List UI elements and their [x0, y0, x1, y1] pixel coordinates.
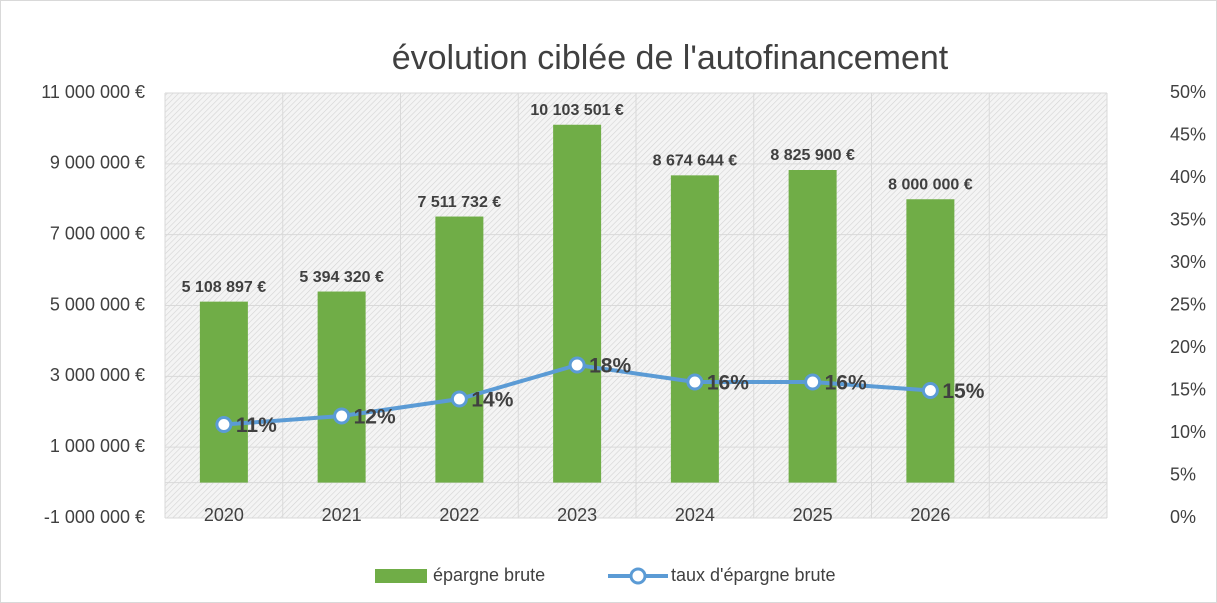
y-tick-label: 11 000 000 € [41, 82, 145, 102]
line-marker [568, 356, 586, 374]
line-value-label: 15% [942, 380, 984, 403]
bar-value-label: 5 394 320 € [299, 269, 384, 286]
line-value-label: 11% [236, 414, 277, 437]
line-marker [333, 407, 351, 425]
y-tick-label: 5 000 000 € [50, 294, 145, 314]
line-marker [921, 382, 939, 399]
x-tick-label: 2020 [204, 505, 244, 525]
line-marker [450, 390, 468, 408]
bar [435, 216, 484, 483]
y2-tick-label: 30% [1170, 252, 1206, 272]
y-tick-label: 3 000 000 € [50, 365, 145, 385]
y2-tick-label: 50% [1170, 82, 1206, 102]
x-tick-label: 2022 [439, 505, 479, 525]
bar-value-label: 5 108 897 € [182, 279, 267, 296]
y2-tick-label: 40% [1170, 167, 1206, 187]
bar [906, 199, 955, 483]
bar [199, 301, 248, 483]
y2-tick-label: 0% [1170, 507, 1196, 527]
line-value-label: 16% [707, 372, 749, 395]
chart-title: évolution ciblée de l'autofinancement [392, 39, 949, 77]
bar-value-label: 8 000 000 € [888, 176, 973, 193]
line-value-label: 12% [354, 406, 396, 429]
line-marker [215, 416, 233, 433]
bar [553, 124, 602, 483]
bar [670, 175, 719, 483]
legend-swatch [375, 569, 427, 583]
x-tick-label: 2021 [322, 505, 362, 525]
y2-tick-label: 5% [1170, 464, 1196, 484]
x-tick-label: 2026 [910, 505, 950, 525]
x-tick-label: 2024 [675, 505, 715, 525]
bar [317, 291, 366, 483]
y-tick-label: -1 000 000 € [44, 507, 145, 527]
y-tick-label: 7 000 000 € [50, 223, 145, 243]
y2-tick-label: 45% [1170, 124, 1206, 144]
y2-tick-label: 20% [1170, 337, 1206, 357]
line-marker [804, 373, 822, 391]
legend-label: épargne brute [433, 565, 545, 585]
x-tick-label: 2023 [557, 505, 597, 525]
legend-label: taux d'épargne brute [671, 565, 836, 585]
y-tick-label: 1 000 000 € [50, 436, 145, 456]
y2-tick-label: 35% [1170, 209, 1206, 229]
y2-tick-label: 10% [1170, 422, 1206, 442]
bar-value-label: 8 825 900 € [770, 147, 855, 164]
bar-value-label: 7 511 732 € [418, 194, 502, 211]
y2-tick-label: 15% [1170, 379, 1206, 399]
line-value-label: 16% [825, 372, 867, 395]
legend-marker [629, 567, 647, 585]
line-value-label: 14% [471, 389, 513, 412]
bar [788, 169, 837, 483]
bar-value-label: 10 103 501 € [530, 102, 624, 119]
x-tick-label: 2025 [793, 505, 833, 525]
line-marker [686, 373, 704, 391]
line-value-label: 18% [589, 355, 631, 378]
y-tick-label: 9 000 000 € [50, 153, 145, 173]
y2-tick-label: 25% [1170, 294, 1206, 314]
bar-value-label: 8 674 644 € [653, 153, 738, 170]
